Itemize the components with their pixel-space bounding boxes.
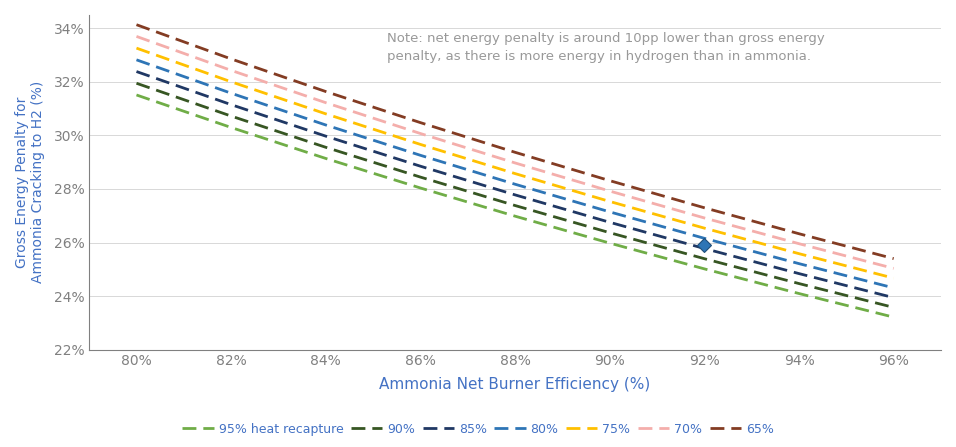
85%: [699, 246, 710, 251]
80%: [415, 152, 426, 158]
80%: [604, 209, 616, 215]
Y-axis label: Gross Energy Penalty for
Ammonia Cracking to H2 (%): Gross Energy Penalty for Ammonia Crackin…: [15, 81, 45, 283]
90%: [320, 145, 332, 150]
Line: 95% heat recapture: 95% heat recapture: [137, 95, 894, 317]
Line: 80%: 80%: [137, 60, 894, 288]
70%: [226, 67, 237, 73]
65%: [131, 22, 142, 27]
70%: [604, 188, 616, 194]
85%: [888, 295, 900, 300]
90%: [888, 305, 900, 310]
70%: [510, 160, 521, 166]
80%: [131, 57, 142, 63]
90%: [131, 80, 142, 86]
80%: [793, 261, 805, 266]
95% heat recapture: [131, 92, 142, 97]
85%: [510, 192, 521, 198]
Line: 65%: 65%: [137, 25, 894, 259]
95% heat recapture: [604, 240, 616, 246]
85%: [226, 102, 237, 107]
75%: [793, 251, 805, 257]
85%: [604, 219, 616, 225]
95% heat recapture: [793, 291, 805, 296]
Line: 90%: 90%: [137, 83, 894, 308]
65%: [320, 89, 332, 94]
65%: [699, 205, 710, 211]
70%: [320, 100, 332, 105]
X-axis label: Ammonia Net Burner Efficiency (%): Ammonia Net Burner Efficiency (%): [380, 377, 651, 392]
70%: [415, 131, 426, 136]
95% heat recapture: [699, 266, 710, 271]
85%: [131, 69, 142, 74]
65%: [888, 256, 900, 261]
95% heat recapture: [888, 315, 900, 320]
65%: [415, 120, 426, 125]
80%: [699, 236, 710, 241]
75%: [888, 275, 900, 281]
75%: [131, 46, 142, 51]
70%: [888, 266, 900, 271]
70%: [699, 215, 710, 221]
75%: [415, 142, 426, 147]
80%: [888, 285, 900, 291]
75%: [510, 171, 521, 176]
Text: Note: net energy penalty is around 10pp lower than gross energy
penalty, as ther: Note: net energy penalty is around 10pp …: [387, 32, 825, 63]
75%: [226, 79, 237, 84]
90%: [604, 230, 616, 236]
90%: [510, 203, 521, 208]
Line: 75%: 75%: [137, 48, 894, 278]
90%: [699, 256, 710, 261]
65%: [226, 56, 237, 62]
65%: [510, 150, 521, 155]
90%: [415, 174, 426, 180]
80%: [320, 122, 332, 128]
65%: [604, 178, 616, 183]
90%: [793, 281, 805, 286]
75%: [320, 111, 332, 117]
Line: 85%: 85%: [137, 72, 894, 298]
85%: [320, 134, 332, 139]
95% heat recapture: [226, 125, 237, 130]
65%: [793, 231, 805, 236]
80%: [226, 91, 237, 96]
70%: [131, 34, 142, 39]
Legend: 95% heat recapture, 90%, 85%, 80%, 75%, 70%, 65%: 95% heat recapture, 90%, 85%, 80%, 75%, …: [178, 418, 778, 441]
70%: [793, 241, 805, 246]
75%: [699, 225, 710, 231]
75%: [604, 199, 616, 204]
95% heat recapture: [415, 186, 426, 191]
95% heat recapture: [510, 214, 521, 219]
80%: [510, 181, 521, 187]
Line: 70%: 70%: [137, 36, 894, 268]
85%: [793, 271, 805, 276]
95% heat recapture: [320, 156, 332, 161]
85%: [415, 164, 426, 169]
90%: [226, 114, 237, 119]
